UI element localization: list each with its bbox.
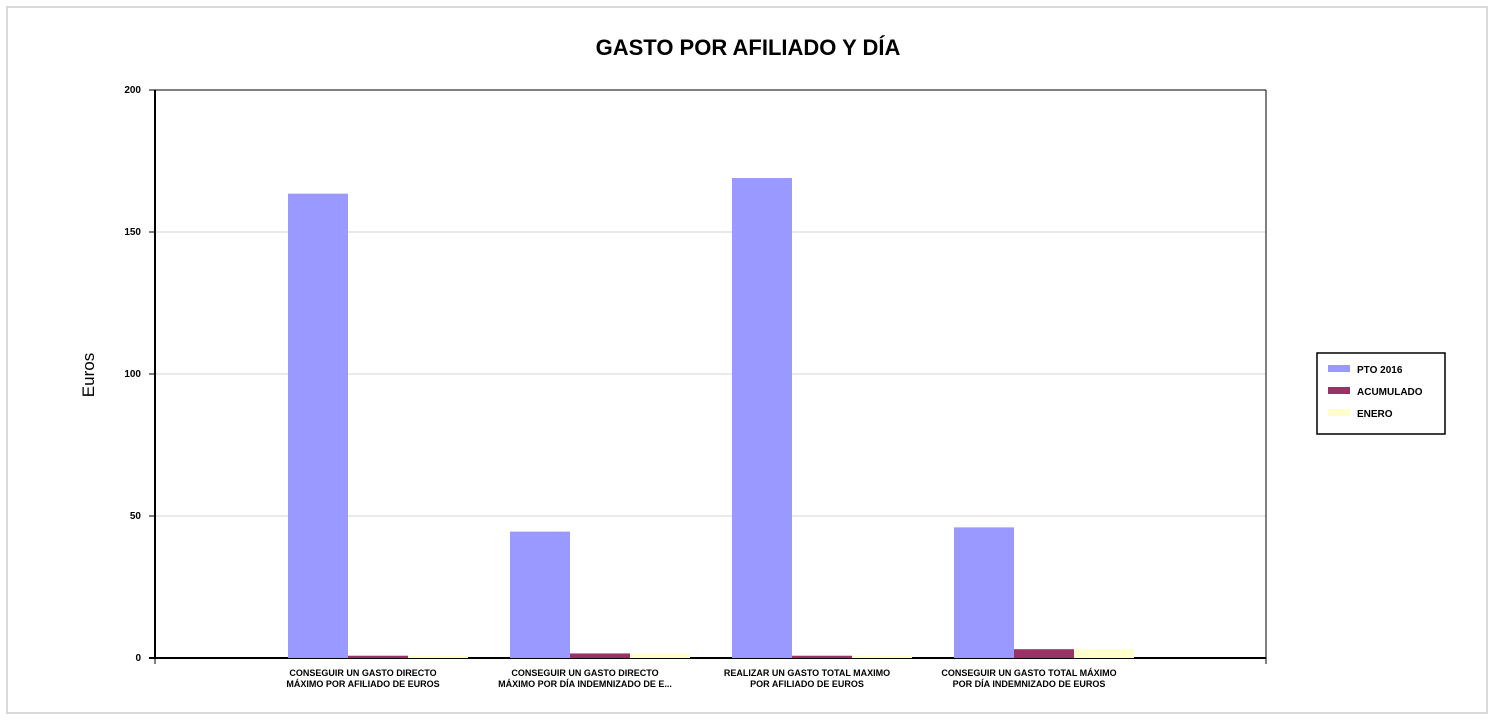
y-axis-label: Euros xyxy=(79,353,98,397)
bar-acumulado xyxy=(792,655,852,658)
legend-swatch xyxy=(1328,409,1350,416)
y-tick-label: 50 xyxy=(130,511,142,522)
x-category-label: MÁXIMO POR DÍA INDEMNIZADO DE E... xyxy=(498,679,672,689)
y-tick-label: 200 xyxy=(124,85,141,96)
x-category-label: POR DÍA INDEMNIZADO DE EUROS xyxy=(953,679,1106,689)
y-tick-label: 0 xyxy=(135,653,141,664)
bar-enero xyxy=(408,655,468,658)
bar-enero xyxy=(852,655,912,658)
bar-pto-2016 xyxy=(732,178,792,659)
bar-enero xyxy=(630,653,690,658)
bar-acumulado xyxy=(348,655,408,658)
bar-acumulado xyxy=(1014,649,1074,658)
x-category-label: CONSEGUIR UN GASTO DIRECTO xyxy=(511,668,658,678)
y-tick-label: 100 xyxy=(124,369,141,380)
bar-pto-2016 xyxy=(288,193,348,658)
x-category-label: REALIZAR UN GASTO TOTAL MAXIMO xyxy=(724,668,890,678)
bar-enero xyxy=(1074,649,1134,658)
x-category-label: CONSEGUIR UN GASTO DIRECTO xyxy=(289,668,436,678)
bar-acumulado xyxy=(570,653,630,658)
y-tick-label: 150 xyxy=(124,227,141,238)
legend-label: PTO 2016 xyxy=(1357,365,1403,376)
legend-swatch xyxy=(1328,387,1350,394)
x-category-label: MÁXIMO POR AFILIADO DE EUROS xyxy=(286,679,439,689)
legend-swatch xyxy=(1328,365,1350,372)
legend-label: ACUMULADO xyxy=(1357,387,1423,398)
legend: PTO 2016 ACUMULADO ENERO xyxy=(1316,352,1446,435)
x-category-label: CONSEGUIR UN GASTO TOTAL MÁXIMO xyxy=(941,668,1116,678)
bar-pto-2016 xyxy=(510,531,570,658)
chart-title: GASTO POR AFILIADO Y DÍA xyxy=(596,35,901,60)
legend-label: ENERO xyxy=(1357,409,1393,420)
x-category-label: POR AFILIADO DE EUROS xyxy=(750,679,864,689)
bar-pto-2016 xyxy=(954,527,1014,658)
